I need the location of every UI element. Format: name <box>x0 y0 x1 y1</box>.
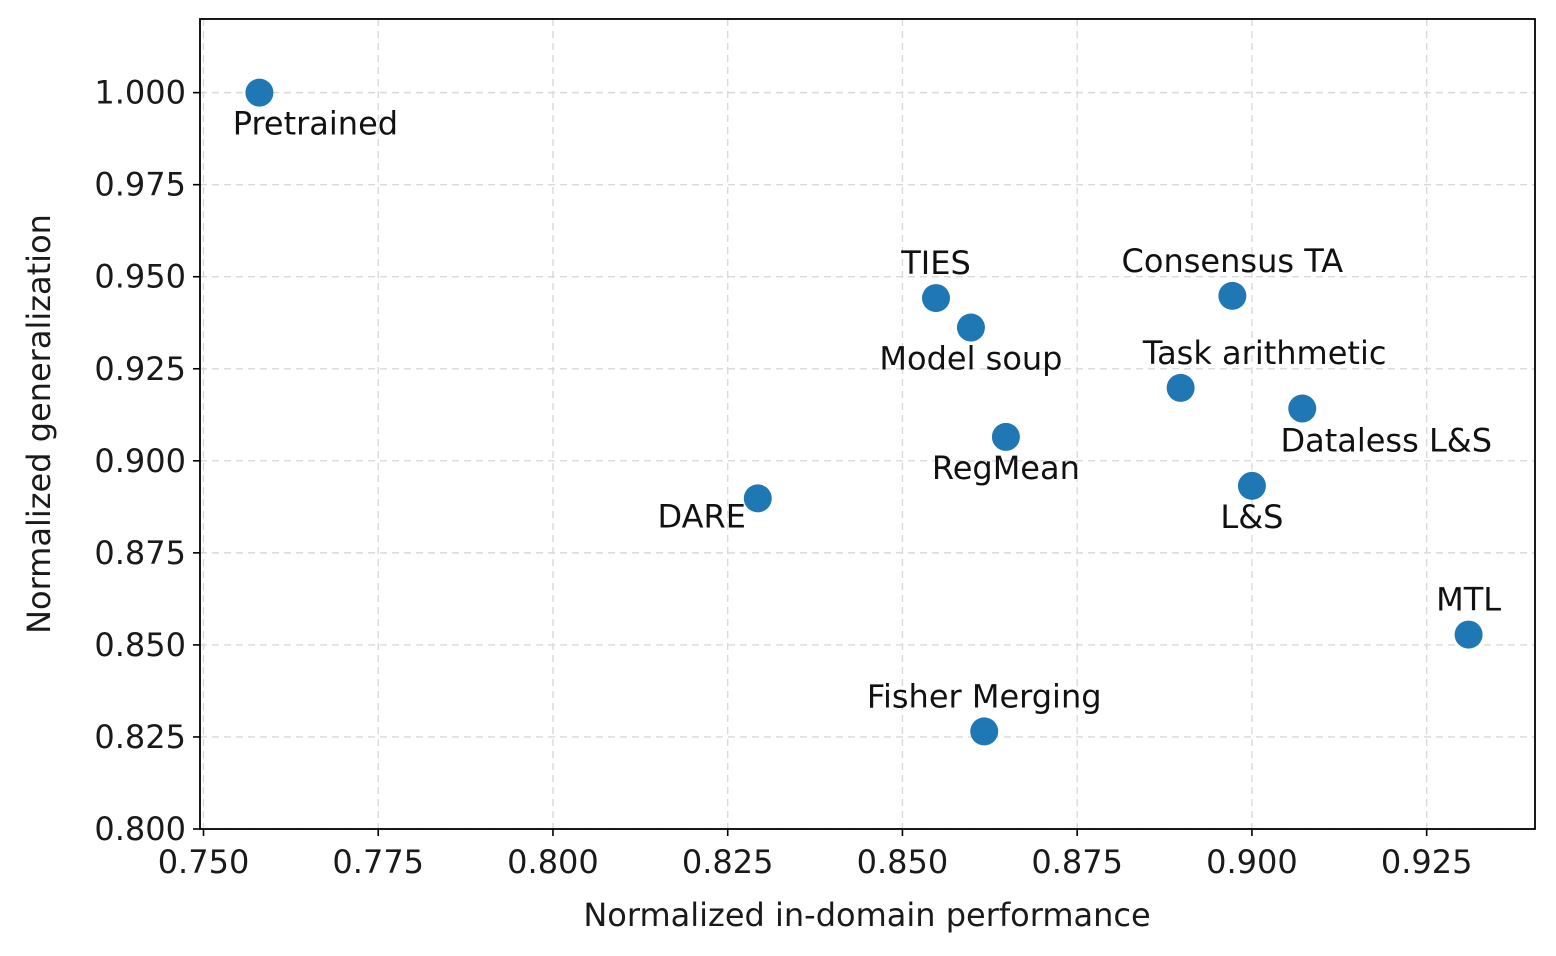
y-tick-label: 0.925 <box>94 350 186 388</box>
point-label: RegMean <box>932 449 1080 487</box>
data-point <box>970 717 999 746</box>
data-point <box>956 313 985 342</box>
data-point <box>1237 471 1266 500</box>
data-point <box>1166 373 1195 402</box>
x-tick-label: 0.875 <box>1031 843 1123 881</box>
point-label: Dataless L&S <box>1280 422 1492 460</box>
data-point <box>921 284 950 313</box>
x-tick-label: 0.800 <box>507 843 599 881</box>
x-tick-label: 0.775 <box>332 843 424 881</box>
point-label: DARE <box>658 497 746 535</box>
point-label: Task arithmetic <box>1142 334 1387 372</box>
data-point <box>991 422 1020 451</box>
x-tick-label: 0.925 <box>1381 843 1473 881</box>
data-points <box>245 78 1483 746</box>
y-tick-label: 0.900 <box>94 442 186 480</box>
point-labels: Pretrained TIES Model soup RegMean DARE Fishe… <box>233 105 1502 716</box>
data-point <box>1454 620 1483 649</box>
point-label: Pretrained <box>233 105 398 143</box>
y-tick-label: 1.000 <box>94 74 186 112</box>
data-point <box>245 78 274 107</box>
point-label: Consensus TA <box>1122 242 1344 280</box>
point-label: MTL <box>1436 581 1501 619</box>
data-point <box>1218 281 1247 310</box>
y-tick-label: 0.950 <box>94 258 186 296</box>
axis-ticks: 0.750 0.775 0.800 0.825 0.850 0.875 0.900 0.925… <box>94 74 1472 881</box>
y-tick-label: 0.850 <box>94 626 186 664</box>
x-tick-label: 0.900 <box>1206 843 1298 881</box>
y-axis-label: Normalized generalization <box>20 214 58 634</box>
x-tick-label: 0.825 <box>682 843 774 881</box>
y-tick-label: 0.825 <box>94 718 186 756</box>
y-tick-label: 0.800 <box>94 810 186 848</box>
x-tick-label: 0.850 <box>857 843 949 881</box>
point-label: TIES <box>900 244 971 282</box>
data-point <box>1288 394 1317 423</box>
x-axis-label: Normalized in-domain performance <box>583 896 1150 934</box>
point-label: Model soup <box>879 340 1062 378</box>
y-tick-label: 0.875 <box>94 534 186 572</box>
point-label: L&S <box>1220 498 1283 536</box>
plot-frame <box>199 18 1536 830</box>
x-tick-label: 0.750 <box>158 843 250 881</box>
point-label: Fisher Merging <box>867 677 1102 715</box>
data-point <box>743 484 772 513</box>
y-tick-label: 0.975 <box>94 166 186 204</box>
